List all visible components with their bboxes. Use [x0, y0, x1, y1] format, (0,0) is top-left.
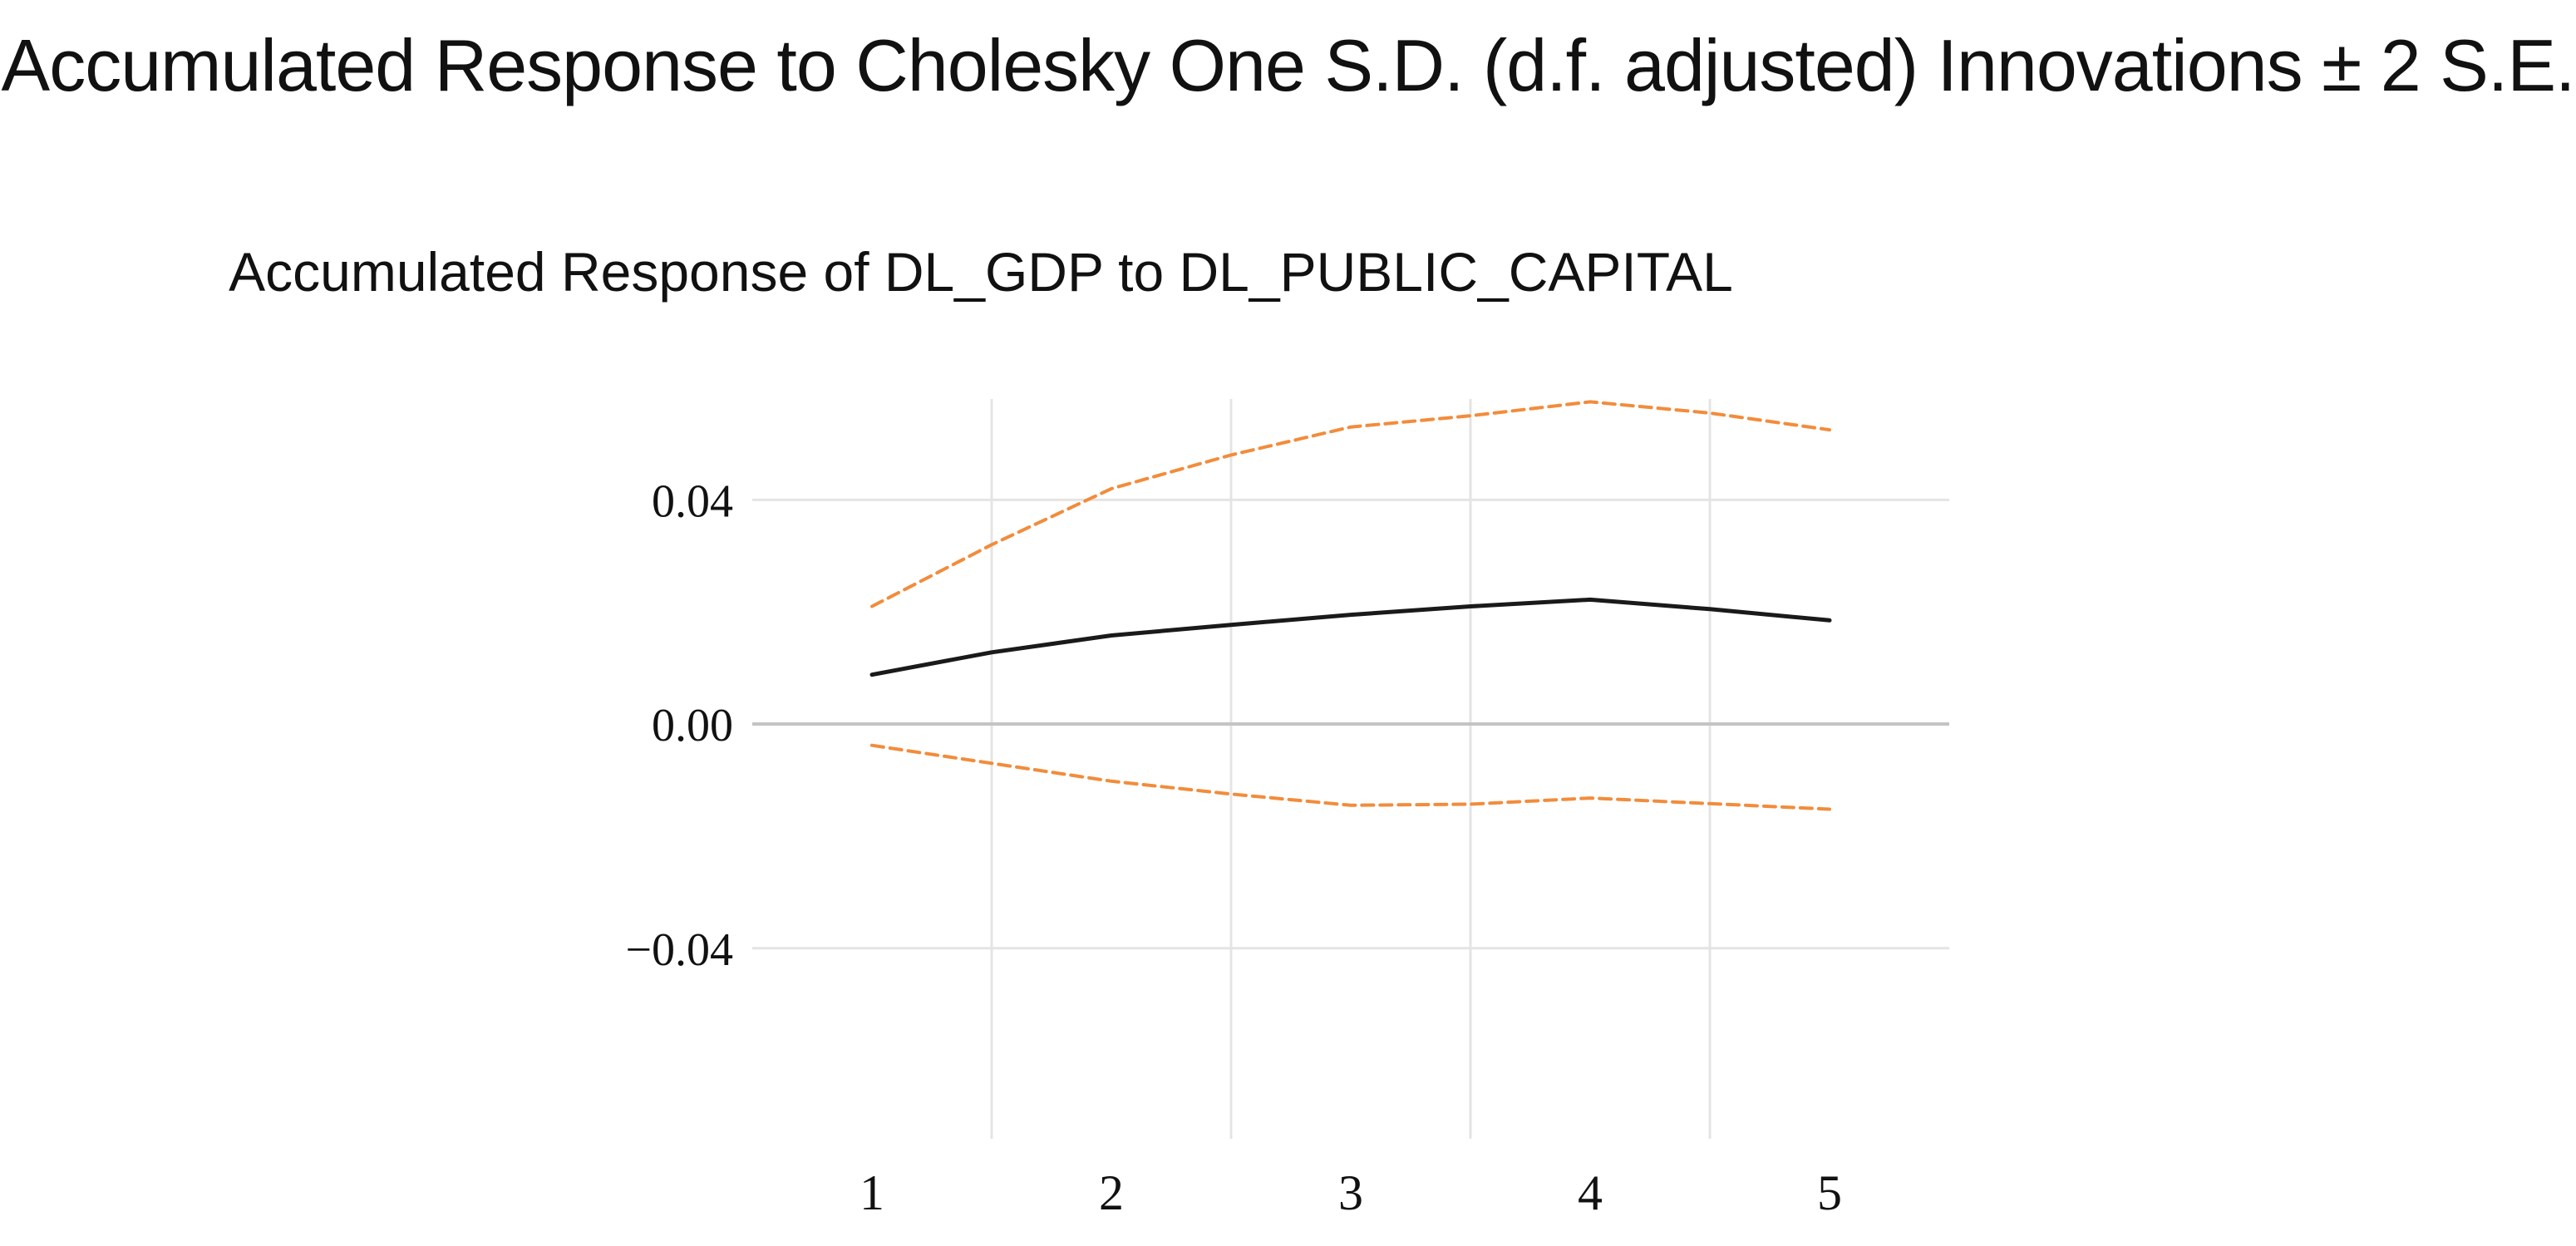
x-tick-label: 3: [1338, 1165, 1363, 1220]
y-tick-labels: 0.04 0.00 −0.04: [625, 475, 733, 975]
series-line-upper-band: [870, 400, 1831, 608]
x-tick-label: 5: [1817, 1165, 1842, 1220]
x-tick-labels: 1 2 3 4 5: [859, 1165, 1842, 1220]
x-tick-label: 4: [1578, 1165, 1603, 1220]
chart-title: Accumulated Response of DL_GDP to DL_PUB…: [229, 241, 1733, 303]
horizontal-gridlines: [752, 498, 1949, 950]
vertical-gridlines: [990, 399, 1712, 1139]
figure-title: Accumulated Response to Cholesky One S.D…: [1, 24, 2576, 106]
series-line-lower-band: [870, 743, 1831, 811]
series-lines: [869, 400, 1832, 811]
y-tick-label: −0.04: [625, 924, 733, 976]
series-line-accumulated-response: [869, 597, 1832, 677]
y-tick-label: 0.04: [652, 475, 733, 527]
x-tick-label: 2: [1099, 1165, 1124, 1220]
x-tick-label: 1: [859, 1165, 884, 1220]
y-tick-label: 0.00: [652, 700, 733, 751]
